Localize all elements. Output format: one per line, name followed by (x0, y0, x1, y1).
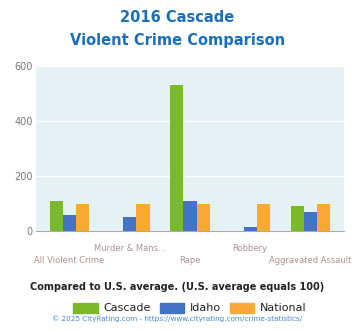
Bar (136, 204, 149, 231)
Bar (257, 204, 270, 231)
Bar (183, 201, 197, 231)
Text: Violent Crime Comparison: Violent Crime Comparison (70, 33, 285, 48)
Bar (170, 85, 183, 231)
Text: Rape: Rape (179, 256, 201, 265)
Text: Aggravated Assault: Aggravated Assault (269, 256, 351, 265)
Bar (244, 227, 257, 231)
Bar (290, 206, 304, 231)
Text: 2016 Cascade: 2016 Cascade (120, 10, 235, 25)
Text: Murder & Mans...: Murder & Mans... (94, 244, 166, 253)
Legend: Cascade, Idaho, National: Cascade, Idaho, National (69, 298, 311, 318)
Bar (123, 217, 136, 231)
Bar (63, 214, 76, 231)
Bar (317, 204, 330, 231)
Bar (50, 201, 63, 231)
Text: © 2025 CityRating.com - https://www.cityrating.com/crime-statistics/: © 2025 CityRating.com - https://www.city… (53, 315, 302, 322)
Bar (197, 204, 210, 231)
Text: Compared to U.S. average. (U.S. average equals 100): Compared to U.S. average. (U.S. average … (31, 282, 324, 292)
Bar (304, 212, 317, 231)
Text: Robbery: Robbery (233, 244, 268, 253)
Text: All Violent Crime: All Violent Crime (34, 256, 104, 265)
Bar (76, 204, 89, 231)
